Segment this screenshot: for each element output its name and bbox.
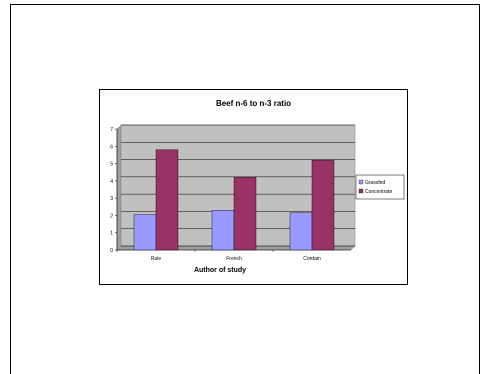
chart-container: Beef n-6 to n-3 ratio 0 1 2 3 4 5 6 7 Rule French… [99, 89, 408, 285]
x-tick-label: Rule [151, 256, 162, 262]
bar-grassfed-cordain [289, 212, 313, 251]
chart-title: Beef n-6 to n-3 ratio [215, 99, 292, 108]
y-tick-label: 6 [110, 144, 113, 150]
plot-side-wall [116, 124, 122, 251]
legend-label: Concentrate [365, 189, 392, 195]
y-tick-label: 5 [110, 162, 113, 168]
x-tick-label: Cordain [303, 256, 321, 262]
legend-box [355, 174, 405, 200]
bar-concentrate-cordain [311, 159, 335, 251]
bar-grassfed-french [211, 210, 235, 251]
bar-grassfed-rule [133, 214, 157, 251]
bar-chart: 0 1 2 3 4 5 6 7 Rule French Cordain Grassfed Concent… [110, 124, 405, 262]
slide-frame [10, 4, 480, 374]
y-tick-label: 3 [110, 196, 113, 202]
y-tick-label: 7 [110, 127, 113, 133]
x-axis-label: Author of study [193, 267, 247, 274]
y-tick-label: 2 [110, 213, 113, 219]
bar-concentrate-french [233, 177, 257, 251]
y-tick-label: 0 [110, 248, 113, 254]
legend-label: Grassfed [365, 180, 386, 186]
x-tick-label: French [226, 256, 242, 262]
bar-concentrate-rule [155, 149, 179, 251]
legend-swatch [358, 179, 364, 185]
legend-swatch [358, 188, 364, 194]
y-tick-label: 4 [110, 179, 113, 185]
y-tick-label: 1 [110, 231, 113, 237]
